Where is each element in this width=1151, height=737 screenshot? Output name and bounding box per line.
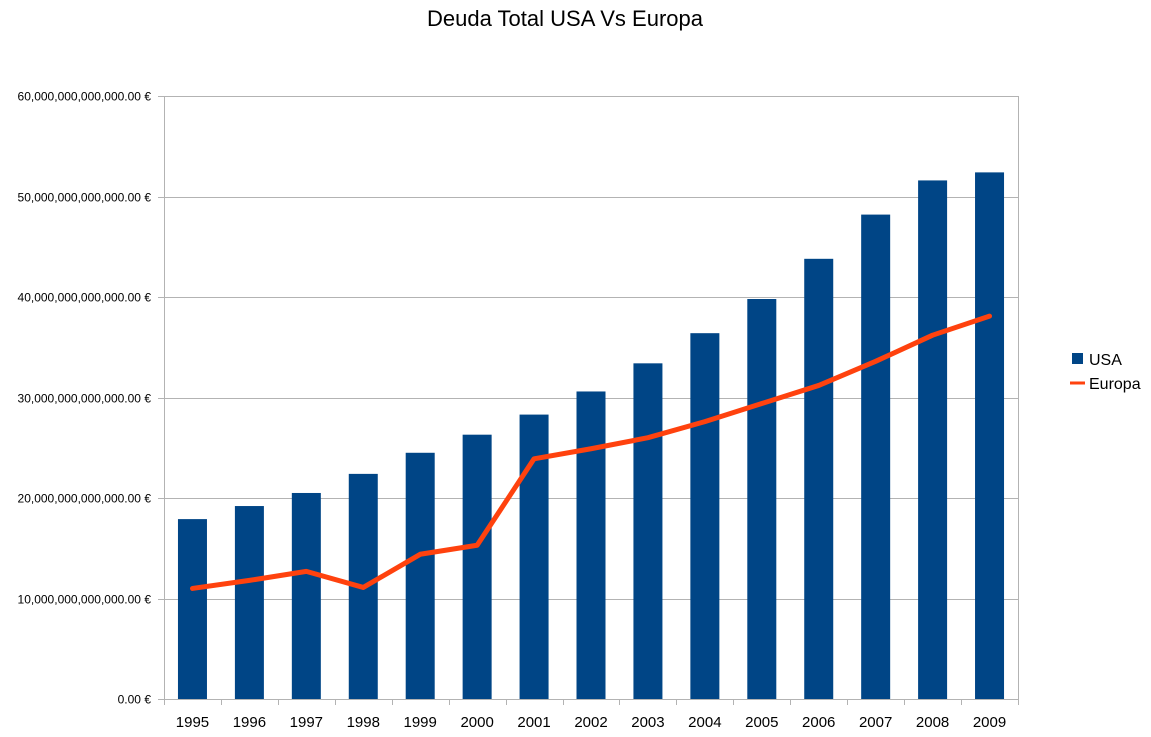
- legend-label-europa: Europa: [1089, 376, 1141, 393]
- y-tick-label: 0.00 €: [118, 693, 152, 707]
- x-tick-label: 1998: [347, 714, 380, 731]
- bar-usa: [861, 214, 891, 699]
- x-tick-label: 2001: [517, 714, 550, 731]
- bar-usa: [918, 180, 948, 700]
- bar-usa: [405, 452, 435, 699]
- bar-usa: [975, 172, 1005, 699]
- y-tick-label: 10,000,000,000,000.00 €: [18, 593, 152, 607]
- bar-usa: [177, 519, 207, 699]
- bar-usa: [462, 434, 492, 699]
- bar-usa: [690, 333, 720, 699]
- bar-usa: [234, 506, 264, 699]
- x-tick-label: 2008: [916, 714, 949, 731]
- usa-bars: [177, 172, 1005, 700]
- y-tick-label: 50,000,000,000,000.00 €: [18, 191, 152, 205]
- bar-usa: [633, 363, 663, 699]
- x-tick-label: 2007: [859, 714, 892, 731]
- x-tick-label: 2000: [460, 714, 493, 731]
- y-axis-ticks: 0.00 € 10,000,000,000,000.00 € 20,000,000,…: [18, 90, 152, 707]
- x-axis-ticks: 1995 1996 1997 1998 1999 2000 2001 2002 2003 2004…: [176, 714, 1006, 731]
- x-tick-label: 2005: [745, 714, 778, 731]
- x-tick-label: 2002: [574, 714, 607, 731]
- x-tick-label: 1999: [404, 714, 437, 731]
- legend: USA Europa: [1070, 352, 1141, 393]
- x-tick-label: 2009: [973, 714, 1006, 731]
- legend-swatch-usa: [1072, 353, 1083, 364]
- axes: [158, 96, 1019, 705]
- x-tick-label: 1995: [176, 714, 209, 731]
- x-tick-label: 2004: [688, 714, 721, 731]
- x-tick-label: 2003: [631, 714, 664, 731]
- bar-usa: [576, 391, 606, 699]
- y-tick-label: 20,000,000,000,000.00 €: [18, 492, 152, 506]
- legend-label-usa: USA: [1089, 352, 1122, 369]
- y-tick-label: 40,000,000,000,000.00 €: [18, 291, 152, 305]
- y-tick-label: 60,000,000,000,000.00 €: [18, 90, 152, 104]
- chart-title: Deuda Total USA Vs Europa: [427, 6, 703, 31]
- x-tick-label: 1996: [233, 714, 266, 731]
- y-tick-label: 30,000,000,000,000.00 €: [18, 392, 152, 406]
- bar-usa: [291, 492, 321, 699]
- europa-line-layer: [189, 313, 993, 591]
- x-tick-label: 2006: [802, 714, 835, 731]
- bar-usa: [804, 258, 834, 699]
- bar-usa: [747, 299, 777, 699]
- x-tick-label: 1997: [290, 714, 323, 731]
